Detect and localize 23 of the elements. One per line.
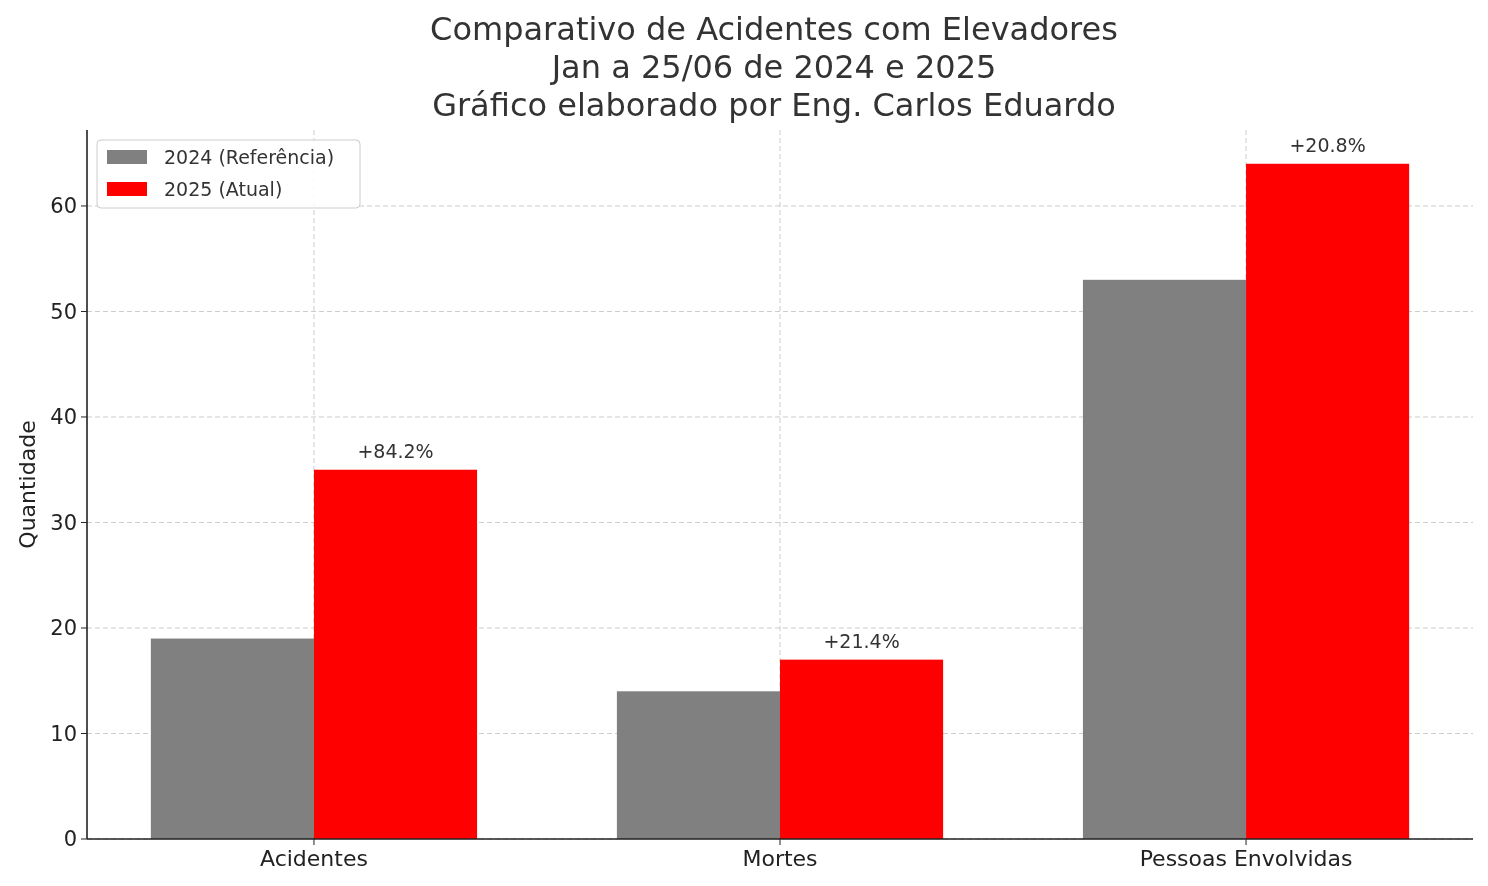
bar — [1082, 279, 1247, 839]
y-axis-title: Quantidade — [15, 420, 40, 549]
x-tick-label: Pessoas Envolvidas — [1139, 846, 1353, 871]
y-tick-label: 50 — [50, 299, 77, 324]
chart-title: Comparativo de Acidentes com Elevadores Jan a 25/06 de 2024 e 2025 Gráfico elaborado por Eng. Carlos Eduardo — [430, 10, 1118, 124]
y-tick-label: 30 — [50, 510, 77, 535]
annotation: +21.4% — [823, 629, 900, 652]
y-tick-label: 10 — [50, 721, 77, 746]
y-tick-label: 20 — [50, 616, 77, 641]
y-tick-label: 60 — [50, 194, 77, 219]
annotation: +20.8% — [1289, 133, 1366, 156]
y-tick-label: 0 — [63, 827, 77, 852]
bar — [150, 638, 314, 839]
annotation: +84.2% — [357, 439, 434, 462]
y-tick-label: 40 — [50, 405, 77, 430]
bar — [1246, 163, 1410, 839]
bar — [780, 659, 944, 839]
x-tick-label: Mortes — [742, 846, 818, 871]
legend-label: 2025 (Atual) — [164, 177, 283, 200]
bar — [616, 691, 780, 839]
legend-label: 2024 (Referência) — [164, 145, 335, 168]
x-tick-label: Acidentes — [259, 846, 368, 871]
bar — [313, 469, 478, 839]
